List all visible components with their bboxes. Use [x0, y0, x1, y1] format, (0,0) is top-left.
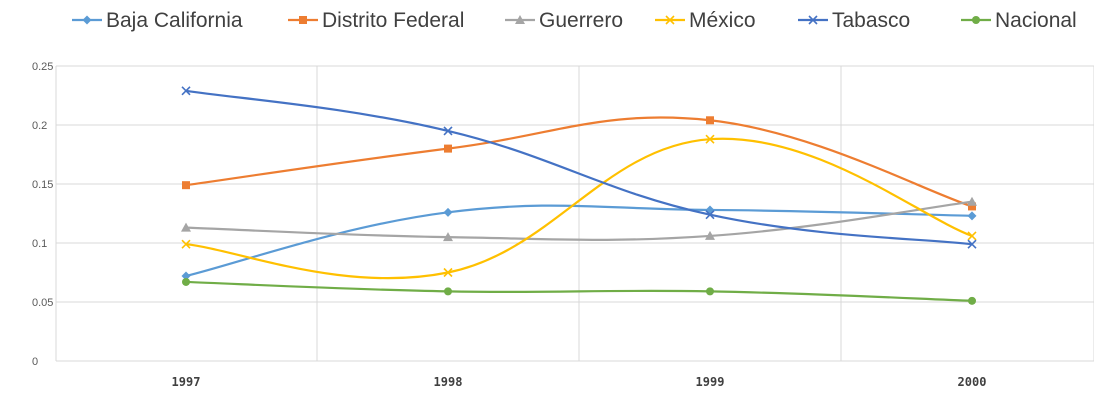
- legend-marker: [515, 15, 525, 24]
- legend-label: Nacional: [995, 9, 1077, 32]
- y-tick-label: 0.05: [32, 297, 53, 309]
- data-point: [967, 239, 977, 249]
- series-line: [185, 89, 973, 246]
- legend-item: Distrito Federal: [288, 9, 464, 32]
- data-point: [967, 196, 977, 206]
- data-point: [444, 144, 452, 153]
- data-point: [181, 271, 191, 281]
- x-tick-label: 1997: [172, 375, 201, 389]
- data-point: [182, 277, 190, 286]
- series-line: [185, 280, 973, 302]
- y-tick-label: 0: [32, 356, 38, 368]
- legend-item: México: [655, 9, 756, 32]
- data-point: [181, 86, 191, 96]
- series-5: [182, 277, 976, 305]
- series-3: [181, 134, 977, 280]
- x-tick-label: 1998: [434, 375, 463, 389]
- legend-label: Baja California: [106, 9, 243, 32]
- data-point: [968, 296, 976, 305]
- legend-marker: [299, 16, 307, 24]
- data-point: [705, 134, 715, 144]
- legend-label: México: [689, 9, 756, 32]
- data-point: [706, 116, 714, 125]
- data-point: [444, 287, 452, 296]
- y-axis-ticks: 0 0.05 0.1 0.15 0.2 0.25: [32, 61, 53, 368]
- data-point: [705, 210, 715, 220]
- x-axis-ticks: 1997 1998 1999 2000: [172, 375, 987, 389]
- legend-marker: [82, 15, 92, 25]
- data-point: [182, 181, 190, 190]
- series-line: [185, 137, 973, 280]
- series-4: [181, 86, 977, 249]
- legend-item: Guerrero: [505, 9, 623, 32]
- legend-item: Baja California: [72, 9, 243, 32]
- legend: Baja California Distrito Federal Guerrero M…: [72, 9, 1077, 32]
- data-point: [443, 207, 453, 217]
- legend-item: Tabasco: [798, 9, 910, 32]
- series-line: [185, 204, 973, 278]
- data-point: [443, 126, 453, 136]
- legend-marker: [808, 15, 818, 25]
- legend-label: Distrito Federal: [322, 9, 464, 32]
- series-2: [181, 196, 977, 242]
- x-tick-label: 2000: [958, 375, 987, 389]
- series-1: [182, 116, 976, 211]
- x-tick-label: 1999: [696, 375, 725, 389]
- y-tick-label: 0.2: [32, 120, 47, 132]
- legend-label: Guerrero: [539, 9, 623, 32]
- data-point: [967, 231, 977, 241]
- plot-grid: [55, 65, 1094, 362]
- legend-marker: [665, 15, 675, 25]
- y-tick-label: 0.25: [32, 61, 53, 73]
- data-point: [967, 211, 977, 221]
- data-point: [443, 232, 453, 242]
- data-point: [705, 230, 715, 240]
- legend-marker: [972, 16, 980, 24]
- y-tick-label: 0.1: [32, 238, 47, 250]
- series-line: [185, 200, 973, 241]
- data-point: [706, 287, 714, 296]
- data-point: [181, 222, 191, 232]
- data-point: [968, 202, 976, 211]
- legend-item: Nacional: [961, 9, 1077, 32]
- legend-label: Tabasco: [832, 9, 910, 32]
- series-layer: [181, 86, 977, 305]
- data-point: [443, 267, 453, 278]
- data-point: [181, 239, 191, 249]
- y-tick-label: 0.15: [32, 179, 53, 191]
- series-line: [185, 116, 973, 208]
